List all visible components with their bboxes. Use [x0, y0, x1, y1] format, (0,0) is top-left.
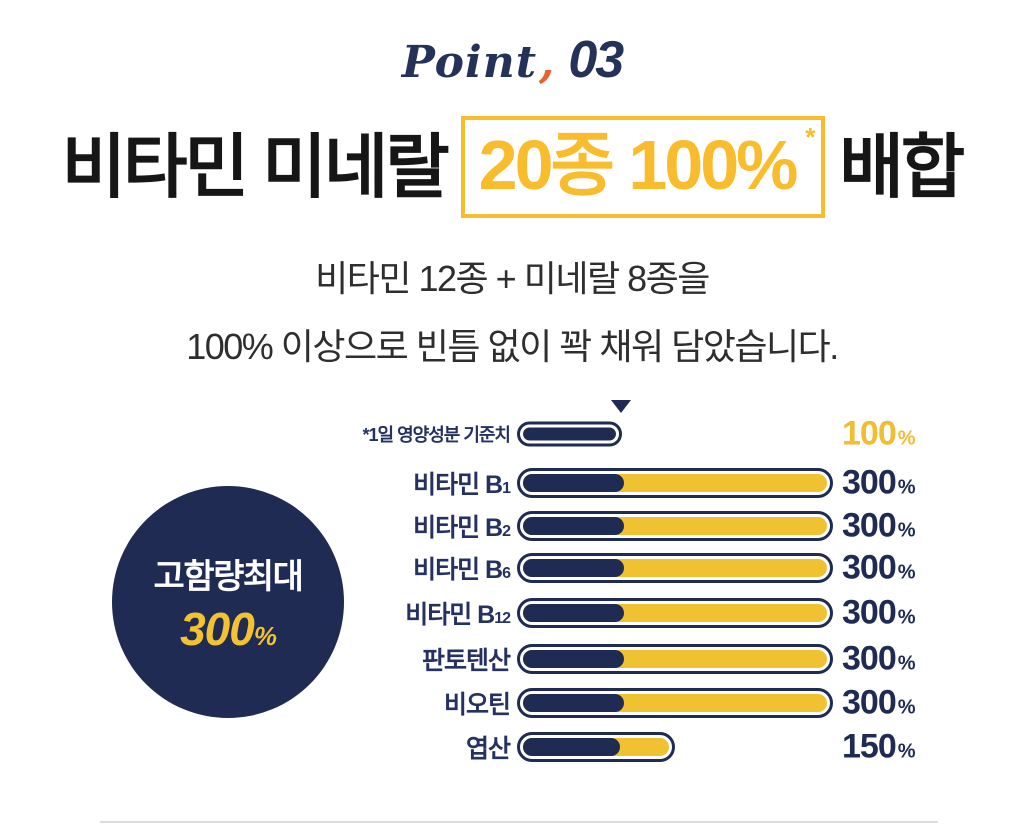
chart-row-reference: *1일 영양성분 기준치 100% — [0, 412, 1024, 456]
bar-fill-yellow — [523, 474, 827, 492]
high-content-badge: 고함량최대 300% — [112, 486, 344, 718]
row-value-number: 100 — [842, 414, 897, 453]
bar-fill-yellow — [523, 738, 669, 756]
bar-fill-navy — [523, 517, 625, 535]
row-label: 비오틴 — [443, 685, 511, 721]
row-label: 판토텐산 — [421, 641, 511, 677]
chart-row-vitamin-b2: 비타민 B2 300% — [0, 504, 1024, 548]
bar-fill-yellow — [523, 604, 827, 622]
row-label-text: 비타민 B — [413, 556, 503, 584]
row-value: 300% — [842, 506, 916, 546]
row-label: *1일 영양성분 기준치 — [363, 421, 511, 447]
row-label: 비타민 B2 — [413, 508, 511, 544]
row-value-number: 300 — [842, 683, 897, 722]
row-percent-sign: % — [897, 519, 916, 542]
title-highlight-box: 20종 100% * — [460, 116, 826, 218]
row-value-number: 300 — [842, 548, 897, 587]
row-percent-sign: % — [897, 652, 916, 675]
row-value: 150% — [842, 727, 916, 767]
row-label-sub: 2 — [502, 523, 511, 540]
bar-vitamin-b2 — [517, 511, 833, 541]
badge-number: 300 — [180, 602, 255, 655]
chart-row-biotin: 비오틴 300% — [0, 681, 1024, 725]
row-label-text: 판토텐산 — [421, 647, 511, 675]
point-number: 03 — [568, 31, 624, 89]
row-label-text: 엽산 — [465, 735, 511, 763]
badge-text: 고함량최대 — [153, 557, 304, 596]
bar-fill-yellow — [523, 694, 827, 712]
row-value: 300% — [842, 463, 916, 503]
bar-fill-navy — [523, 559, 625, 577]
point-header: Point , 03 — [0, 30, 1024, 90]
bar-folic-acid — [517, 732, 675, 762]
row-label-text: *1일 영양성분 기준치 — [362, 425, 511, 445]
row-percent-sign: % — [897, 561, 916, 584]
subtitle-line1: 비타민 12종 + 미네랄 8종을 — [315, 258, 710, 299]
bar-fill-navy — [523, 427, 616, 441]
title-suffix: 배합 — [839, 128, 965, 206]
bar-biotin — [517, 688, 833, 718]
bar-fill-navy — [523, 738, 621, 756]
row-value-number: 150 — [842, 727, 897, 766]
row-value: 300% — [842, 548, 916, 588]
row-label-sub: 12 — [494, 610, 511, 627]
row-percent-sign: % — [897, 427, 916, 450]
row-percent-sign: % — [897, 696, 916, 719]
subtitle-line2: 100% 이상으로 빈틈 없이 꽉 채워 담았습니다. — [186, 326, 839, 367]
row-label-text: 비타민 B — [405, 601, 495, 629]
row-label-sub: 1 — [502, 480, 511, 497]
row-value-number: 300 — [842, 593, 897, 632]
row-value: 100% — [842, 414, 916, 454]
row-label-text: 비타민 B — [413, 471, 503, 499]
bar-pantothenic-acid — [517, 644, 833, 674]
bar-fill-yellow — [523, 427, 616, 441]
row-label: 비타민 B1 — [413, 465, 511, 501]
row-percent-sign: % — [897, 740, 916, 763]
bar-fill-navy — [523, 604, 625, 622]
row-label: 비타민 B6 — [413, 550, 511, 586]
bar-vitamin-b12 — [517, 598, 833, 628]
row-percent-sign: % — [897, 606, 916, 629]
row-value: 300% — [842, 683, 916, 723]
row-label: 엽산 — [465, 729, 511, 765]
reference-marker-triangle-icon — [611, 400, 631, 413]
bar-vitamin-b1 — [517, 468, 833, 498]
row-value-number: 300 — [842, 506, 897, 545]
title-highlight-text: 20종 100% — [478, 126, 799, 204]
chart-row-vitamin-b6: 비타민 B6 300% — [0, 546, 1024, 590]
row-label: 비타민 B12 — [405, 595, 511, 631]
bottom-divider — [100, 821, 938, 823]
bar-fill-yellow — [523, 559, 827, 577]
row-value-number: 300 — [842, 463, 897, 502]
bar-vitamin-b6 — [517, 553, 833, 583]
chart-row-pantothenic-acid: 판토텐산 300% — [0, 637, 1024, 681]
row-label-text: 비타민 B — [413, 514, 503, 542]
bar-fill-yellow — [523, 650, 827, 668]
row-value-number: 300 — [842, 639, 897, 678]
row-percent-sign: % — [897, 476, 916, 499]
bar-fill-navy — [523, 650, 625, 668]
bar-reference — [517, 421, 622, 447]
chart-row-folic-acid: 엽산 150% — [0, 725, 1024, 769]
page-title: 비타민 미네랄 20종 100% * 배합 — [0, 116, 1024, 218]
point-script-label: Point — [401, 37, 538, 88]
bar-fill-navy — [523, 694, 625, 712]
bar-fill-navy — [523, 474, 625, 492]
bar-fill-yellow — [523, 517, 827, 535]
point-comma: , — [539, 37, 555, 88]
chart-row-vitamin-b12: 비타민 B12 300% — [0, 591, 1024, 635]
row-label-text: 비오틴 — [443, 691, 511, 719]
chart-row-vitamin-b1: 비타민 B1 300% — [0, 461, 1024, 505]
row-value: 300% — [842, 593, 916, 633]
title-prefix: 비타민 미네랄 — [61, 128, 450, 206]
badge-value: 300% — [180, 602, 277, 656]
row-label-sub: 6 — [502, 565, 511, 582]
row-value: 300% — [842, 639, 916, 679]
badge-percent-sign: % — [253, 620, 277, 651]
asterisk-footnote-mark: * — [805, 122, 816, 152]
